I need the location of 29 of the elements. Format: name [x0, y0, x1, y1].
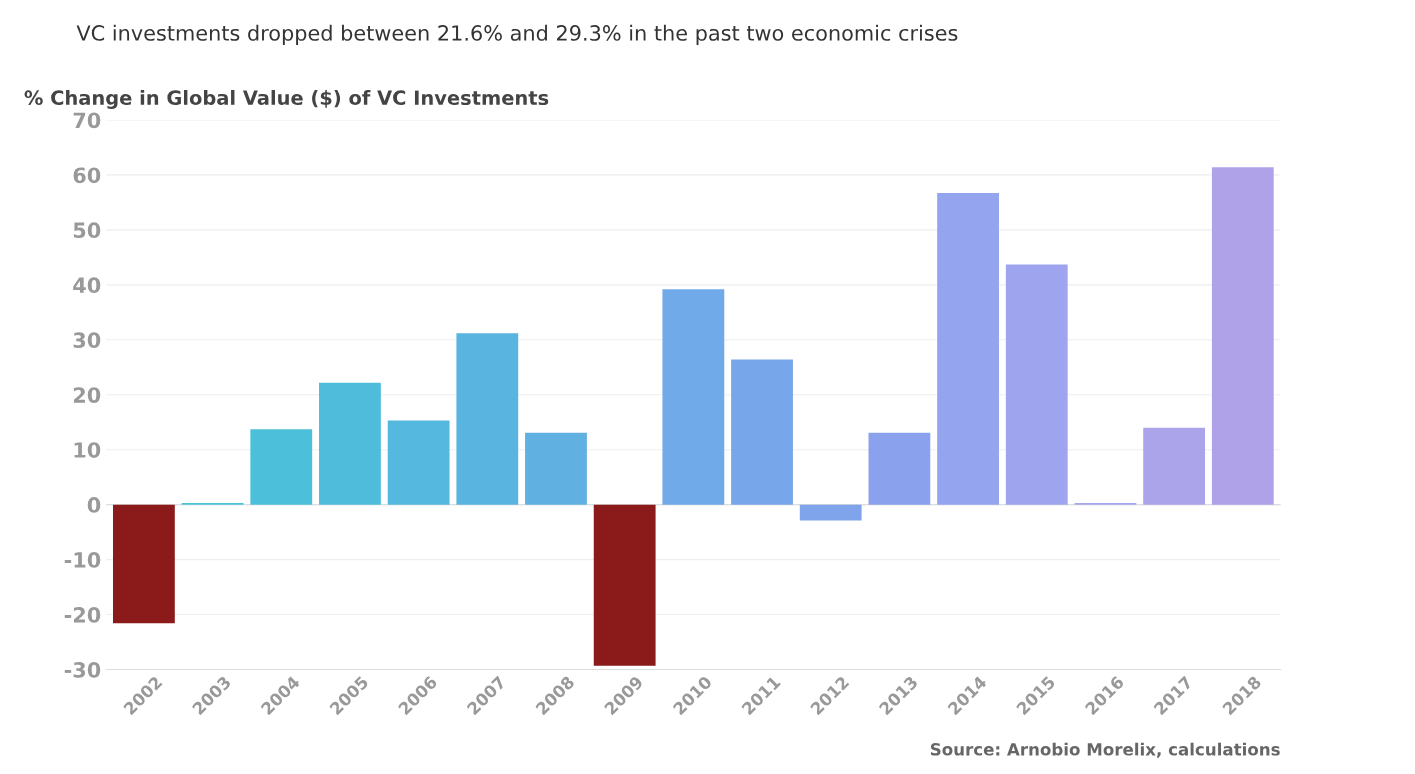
bar [1211, 167, 1274, 505]
y-tick-label: 50 [73, 222, 101, 239]
y-tick-label: 70 [73, 112, 101, 129]
bar [250, 429, 313, 505]
y-tick-label: -20 [64, 607, 101, 623]
bar [525, 432, 587, 505]
y-tick-label: 0 [87, 497, 101, 513]
bar [319, 382, 381, 505]
bar [1005, 264, 1068, 505]
y-tick-label: 20 [73, 387, 101, 403]
bar [868, 432, 931, 505]
y-tick-label: -10 [64, 552, 101, 568]
bar [662, 289, 725, 505]
y-axis-title: % Change in Global Value ($) of VC Investments [24, 90, 549, 109]
bar [1143, 427, 1206, 505]
bar [731, 359, 793, 505]
bar [387, 420, 450, 505]
y-tick-label: 10 [74, 442, 101, 458]
bar [593, 504, 656, 666]
y-tick-label: 30 [73, 332, 101, 348]
bar [937, 193, 999, 505]
bar [799, 504, 862, 521]
chart-title: VC investments dropped between 21.6% and 29.3% in the past two economic crises [76, 24, 958, 45]
y-tick-label: 60 [73, 167, 101, 184]
source-note: Source: Arnobio Morelix, calculations [930, 742, 1280, 758]
y-tick-label: 40 [73, 277, 101, 294]
bar [112, 504, 175, 624]
y-tick-label: -30 [64, 661, 101, 678]
bar [456, 333, 519, 505]
